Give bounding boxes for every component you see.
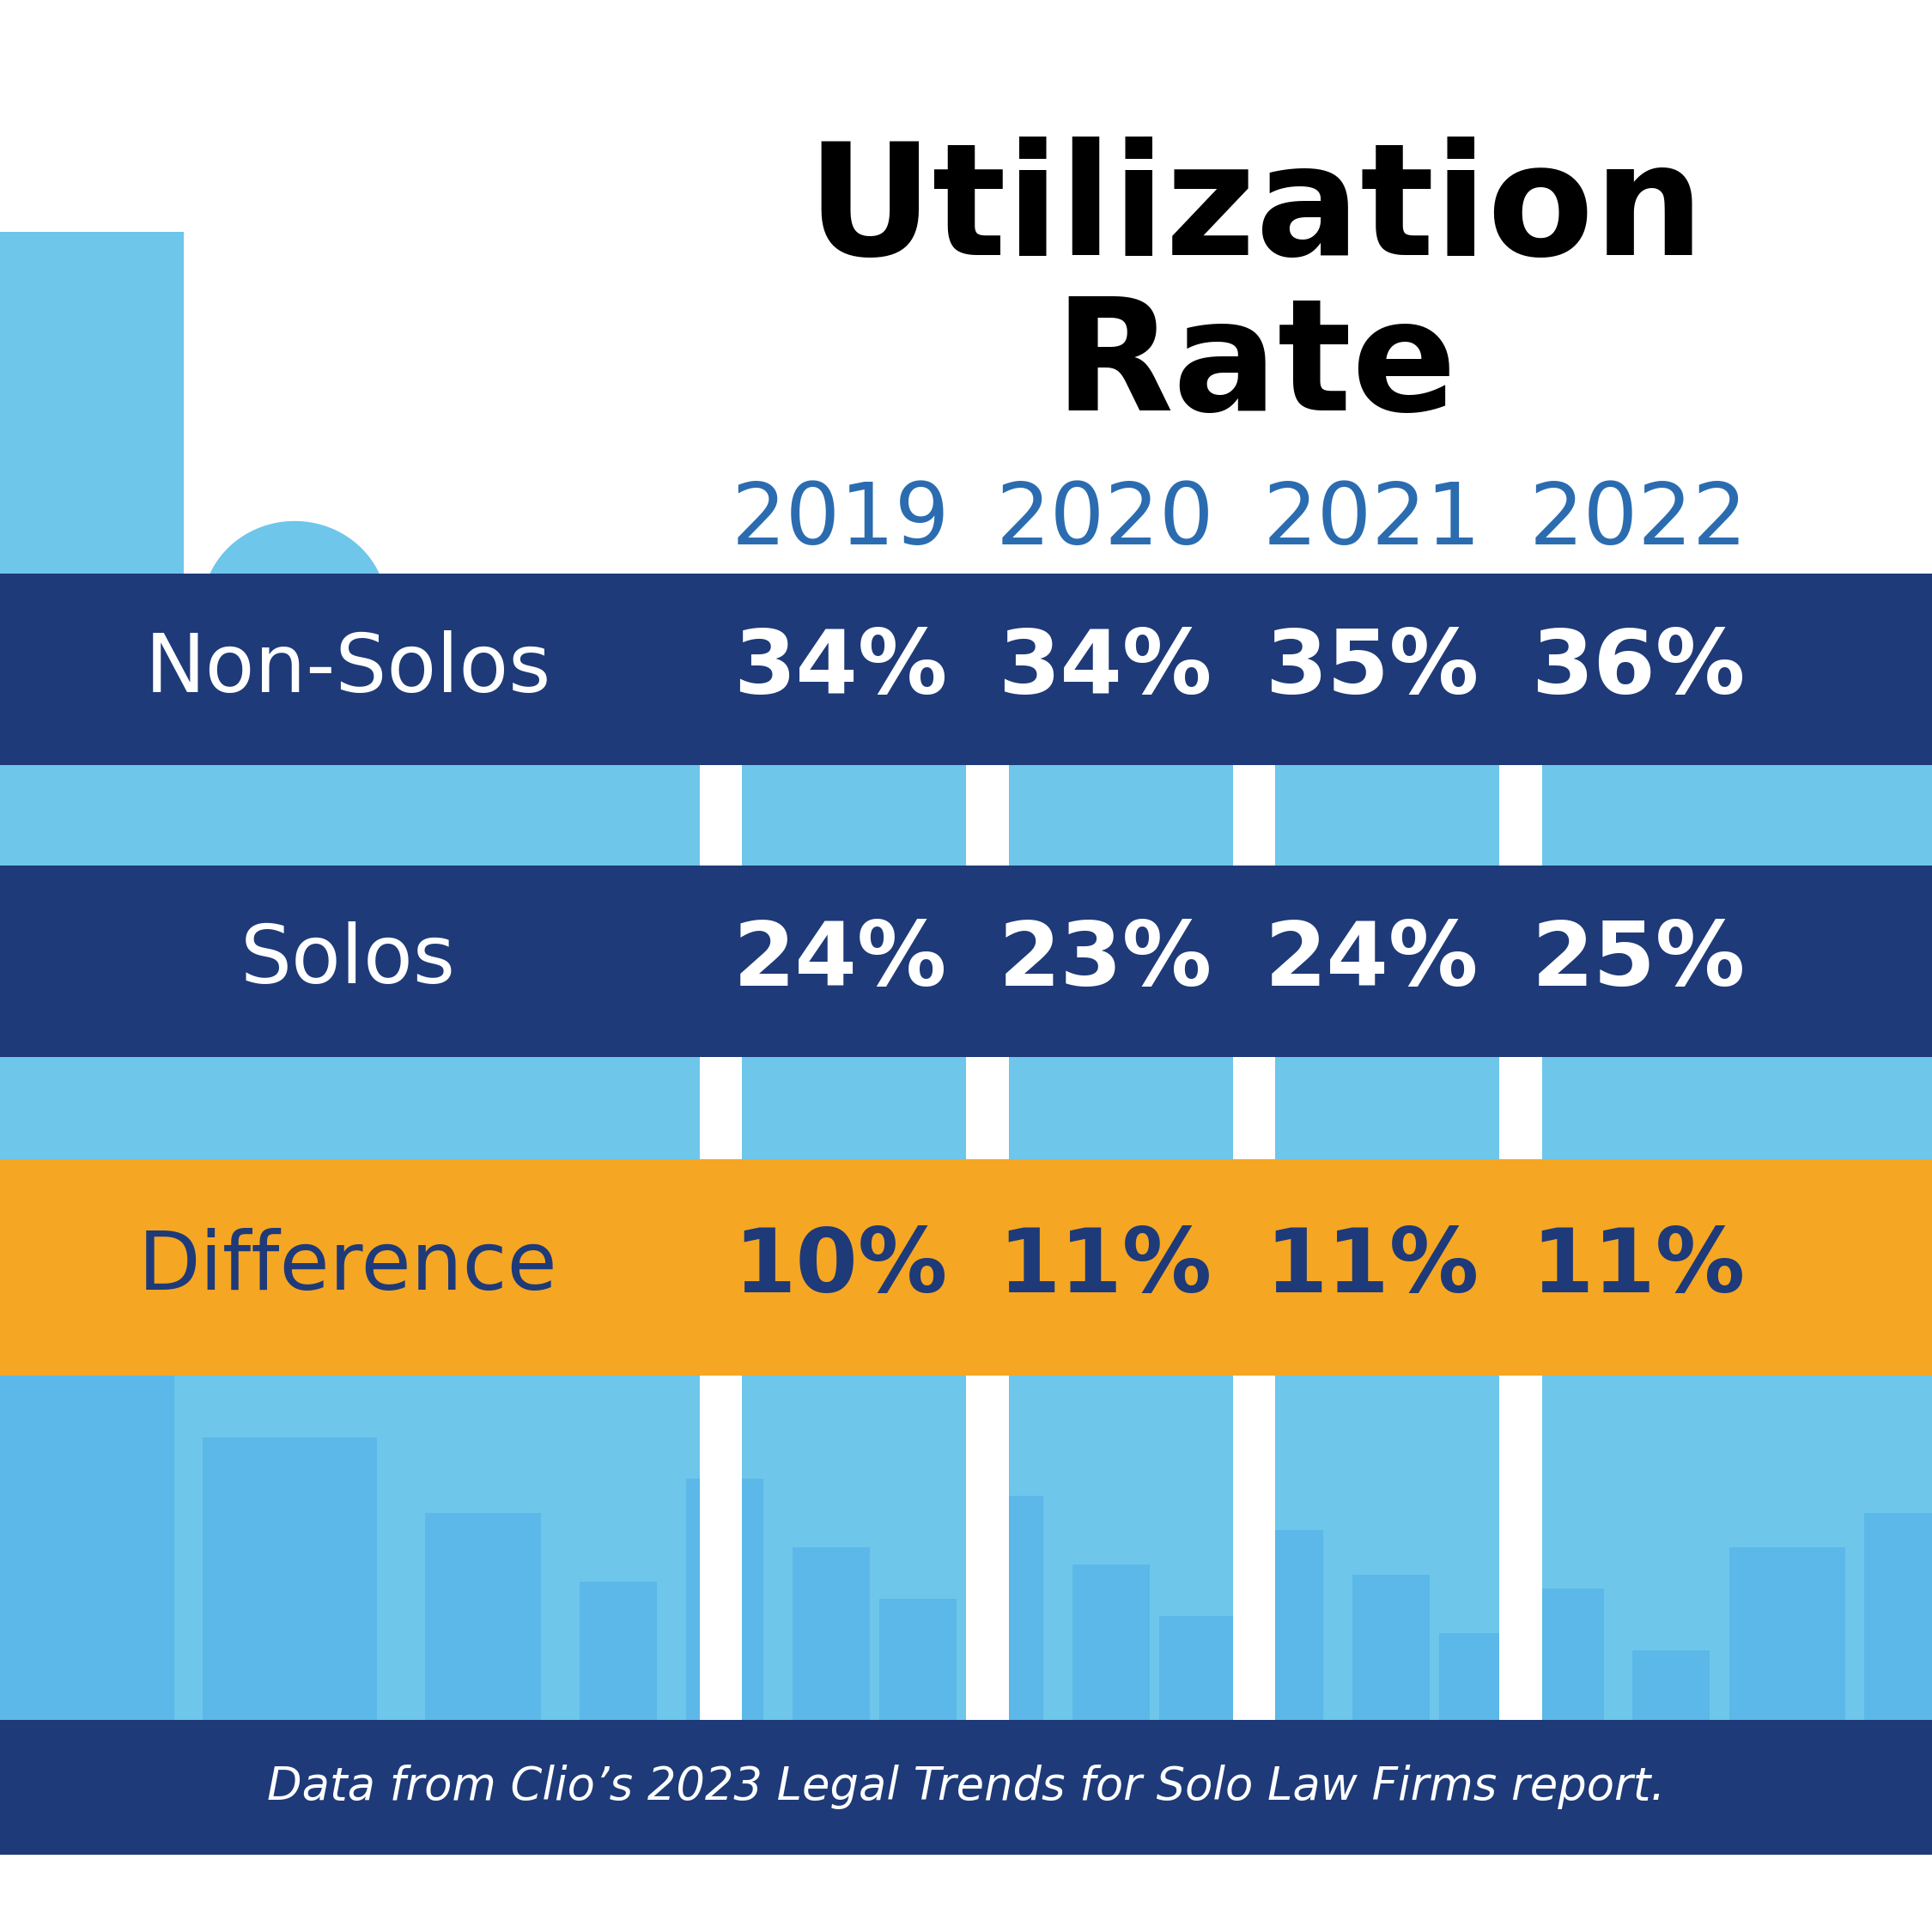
- Text: 25%: 25%: [1532, 918, 1745, 1005]
- Bar: [580, 1582, 657, 1719]
- Text: 2022: 2022: [1528, 479, 1748, 562]
- Text: 24%: 24%: [734, 918, 947, 1005]
- Text: 10%: 10%: [734, 1225, 947, 1310]
- Text: 23%: 23%: [999, 918, 1211, 1005]
- Bar: [1633, 1650, 1710, 1719]
- Bar: [699, 1057, 742, 1159]
- Bar: [425, 1513, 541, 1719]
- Text: Non-Solos: Non-Solos: [145, 630, 551, 709]
- Text: 2021: 2021: [1262, 479, 1482, 562]
- Bar: [792, 1548, 869, 1719]
- Text: 11%: 11%: [999, 1225, 1211, 1310]
- Bar: [1352, 1575, 1430, 1719]
- Bar: [966, 765, 1009, 866]
- Bar: [699, 765, 742, 866]
- Text: 11%: 11%: [1532, 1225, 1745, 1310]
- Bar: [0, 1057, 1932, 1159]
- Text: Utilization: Utilization: [808, 137, 1704, 288]
- Text: Rate: Rate: [1055, 292, 1457, 442]
- Bar: [0, 1376, 1932, 1719]
- Text: 35%: 35%: [1265, 626, 1478, 713]
- Text: 2020: 2020: [995, 479, 1215, 562]
- Bar: [1233, 765, 1275, 866]
- Bar: [0, 866, 1932, 1057]
- Bar: [203, 1437, 377, 1719]
- Text: 24%: 24%: [1265, 918, 1478, 1005]
- Text: 34%: 34%: [999, 626, 1211, 713]
- Bar: [0, 1376, 174, 1719]
- Bar: [1246, 1530, 1323, 1719]
- Bar: [1439, 1634, 1517, 1719]
- Text: Data from Clio’s 2023 Legal Trends for Solo Law Firms report.: Data from Clio’s 2023 Legal Trends for S…: [267, 1764, 1665, 1810]
- Bar: [1233, 1057, 1275, 1159]
- Bar: [1072, 1565, 1150, 1719]
- Bar: [699, 1376, 742, 1719]
- Text: 34%: 34%: [734, 626, 947, 713]
- Bar: [1499, 1057, 1542, 1159]
- Bar: [966, 1057, 1009, 1159]
- Polygon shape: [203, 522, 386, 609]
- Bar: [203, 609, 386, 1719]
- Bar: [0, 1159, 1932, 1376]
- Bar: [1499, 1376, 1542, 1719]
- Text: Solos: Solos: [240, 922, 456, 1001]
- Bar: [1159, 1617, 1236, 1719]
- Bar: [1864, 1513, 1932, 1719]
- Bar: [0, 765, 1932, 866]
- Text: 11%: 11%: [1265, 1225, 1478, 1310]
- Bar: [879, 1600, 956, 1719]
- Bar: [1526, 1588, 1604, 1719]
- Bar: [0, 1719, 1932, 1855]
- Text: 36%: 36%: [1532, 626, 1745, 713]
- Text: Difference: Difference: [137, 1229, 558, 1306]
- Bar: [686, 1478, 763, 1719]
- Bar: [0, 232, 184, 1719]
- Bar: [966, 1495, 1043, 1719]
- Bar: [1233, 1376, 1275, 1719]
- Bar: [0, 574, 1932, 765]
- Bar: [1729, 1548, 1845, 1719]
- Text: 2019: 2019: [730, 479, 951, 562]
- Bar: [1499, 765, 1542, 866]
- Bar: [966, 1376, 1009, 1719]
